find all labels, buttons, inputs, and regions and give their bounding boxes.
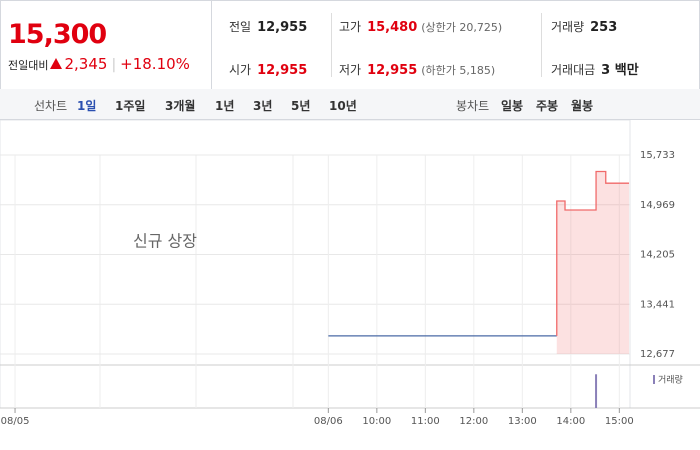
x-tick-label: 15:00	[605, 416, 634, 427]
stat-value: 12,955	[367, 63, 418, 78]
stat-value: 12,955	[257, 20, 308, 35]
tab[interactable]: 일봉	[501, 99, 524, 113]
tab[interactable]: 1주일	[115, 99, 146, 113]
change-label: 전일대비	[8, 59, 49, 72]
stat-label: 저가	[339, 63, 362, 77]
stat-note: (상한가 20,725)	[421, 21, 503, 34]
price-line	[556, 170, 630, 336]
y-tick-label: 15,733	[640, 150, 675, 161]
area	[556, 171, 630, 354]
stat-label: 전일	[229, 20, 252, 34]
stat: 고가 15,480 (상한가 20,725)	[339, 16, 502, 35]
divider	[331, 13, 332, 77]
volume-bar	[595, 374, 598, 408]
y-tick-label: 12,677	[640, 349, 675, 360]
tab[interactable]: 주봉	[536, 99, 559, 113]
stat-note: (하한가 5,185)	[421, 64, 496, 77]
chart: 신규 상장 12,677 13,441 14,205 14,969 15,733 08/0…	[0, 120, 700, 427]
price: 15,300	[8, 19, 107, 50]
stat: 전일 12,955	[229, 16, 307, 35]
stat: 거래량 253	[551, 16, 617, 35]
x-tick-label: 12:00	[459, 416, 488, 427]
y-tick-label: 14,205	[640, 250, 675, 261]
tab[interactable]: 1년	[215, 99, 235, 113]
x-tick-label: 08/06	[314, 416, 343, 427]
divider: |	[111, 57, 117, 73]
stat: 거래대금 3 백만	[551, 59, 639, 78]
quote-box: 15,300 전일대비 2,345 | +18.10% 전일 12,955 고가 15,48…	[0, 0, 700, 90]
change: 2,345	[64, 55, 108, 73]
tab[interactable]: 3개월	[165, 99, 196, 113]
stat-value: 253	[590, 20, 618, 35]
stat-label: 거래대금	[551, 63, 596, 77]
up-arrow	[50, 58, 63, 69]
change-pct: +18.10%	[120, 55, 190, 73]
stat: 시가 12,955	[229, 59, 307, 78]
x-tick-label: 08/05	[1, 416, 30, 427]
stat-label: 거래량	[551, 20, 585, 34]
price-panel	[1, 1, 212, 89]
tab-group-label: 봉차트	[456, 99, 490, 113]
tab[interactable]: 1일	[77, 99, 97, 113]
x-tick-label: 11:00	[411, 416, 440, 427]
x-tick-label: 14:00	[556, 416, 585, 427]
y-tick-label: 13,441	[640, 299, 675, 310]
y-tick-label: 14,969	[640, 200, 675, 211]
tab-bar: 선차트 1일 1주일 3개월 1년 3년 5년 10년 봉차트 일봉 주봉 월봉	[0, 89, 700, 120]
annotation: 신규 상장	[133, 232, 197, 251]
stat: 저가 12,955 (하한가 5,185)	[339, 59, 495, 78]
tab[interactable]: 월봉	[571, 99, 594, 113]
stat-label: 시가	[229, 63, 252, 77]
legend-swatch	[653, 375, 655, 384]
change-row: 전일대비 2,345 | +18.10%	[8, 55, 190, 73]
tab-group-label: 선차트	[34, 99, 68, 113]
x-tick-label: 13:00	[508, 416, 537, 427]
tab[interactable]: 5년	[291, 99, 311, 113]
stat-label: 고가	[339, 20, 362, 34]
stat-value: 3 백만	[601, 63, 639, 78]
stat-value: 15,480	[367, 20, 418, 35]
tab[interactable]: 10년	[329, 99, 357, 113]
tab[interactable]: 3년	[253, 99, 273, 113]
divider	[541, 13, 542, 77]
legend-label: 거래량	[658, 374, 683, 386]
stat-value: 12,955	[257, 63, 308, 78]
x-tick-label: 10:00	[362, 416, 391, 427]
